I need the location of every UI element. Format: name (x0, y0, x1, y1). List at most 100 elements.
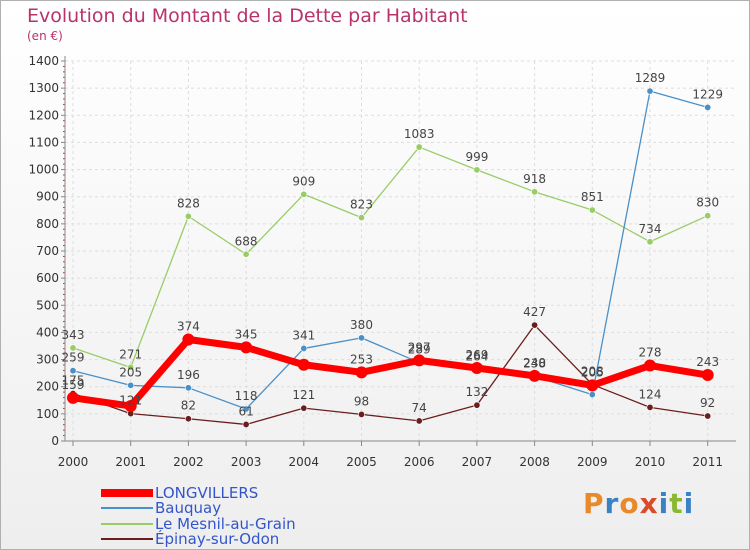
data-point (704, 103, 712, 111)
y-tick-label: 0 (51, 434, 59, 448)
data-label: 92 (700, 396, 715, 410)
chart-title: Evolution du Montant de la Dette par Hab… (27, 5, 468, 27)
legend-swatch (101, 538, 153, 540)
data-point (242, 405, 250, 413)
x-tick-label: 2001 (115, 455, 146, 469)
data-point (182, 333, 195, 346)
legend-swatch (101, 507, 153, 509)
data-label: 132 (465, 385, 488, 399)
data-label: 1229 (692, 87, 723, 101)
data-point (127, 363, 135, 371)
x-tick-label: 2010 (635, 455, 666, 469)
data-point (644, 359, 656, 372)
data-point (473, 166, 481, 174)
data-point (124, 399, 137, 412)
data-point (588, 391, 596, 399)
data-point (413, 354, 426, 367)
data-point (586, 379, 599, 392)
data-label: 259 (62, 351, 85, 365)
data-label: 918 (523, 172, 546, 186)
data-label: 909 (292, 174, 315, 188)
data-label: 271 (119, 347, 142, 361)
data-point (588, 206, 596, 214)
y-tick-label: 1300 (28, 81, 59, 95)
data-point (242, 420, 250, 428)
x-tick-label: 2004 (289, 455, 320, 469)
data-point (531, 321, 539, 329)
legend-label: LONGVILLERS (155, 484, 259, 502)
data-label: 208 (581, 365, 604, 379)
y-tick-label: 700 (36, 244, 59, 258)
y-tick-label: 1400 (28, 54, 59, 68)
data-label: 121 (119, 394, 142, 408)
data-point (470, 361, 483, 374)
data-label: 196 (177, 368, 200, 382)
data-point (184, 212, 192, 220)
y-tick-label: 300 (36, 353, 59, 367)
data-label: 1083 (404, 127, 435, 141)
data-label: 289 (408, 343, 431, 357)
data-point (300, 344, 308, 352)
x-tick-label: 2000 (58, 455, 89, 469)
data-label: 121 (292, 388, 315, 402)
proxiti-logo[interactable]: Proxiti (583, 487, 695, 520)
series-line-3 (72, 324, 708, 426)
data-label: 345 (235, 327, 258, 341)
data-label: 61 (238, 404, 253, 418)
series-line-1 (72, 90, 708, 410)
legend-label: Épinay-sur-Odon (155, 530, 280, 548)
data-label: 269 (465, 348, 488, 362)
data-label: 159 (62, 378, 85, 392)
data-label: 341 (292, 328, 315, 342)
data-point (357, 334, 365, 342)
data-point (415, 143, 423, 151)
data-point (69, 367, 77, 375)
data-point (300, 190, 308, 198)
data-label: 118 (235, 389, 258, 403)
x-tick-label: 2005 (346, 455, 377, 469)
data-label: 98 (354, 394, 369, 408)
y-tick-label: 1000 (28, 163, 59, 177)
data-label: 427 (523, 305, 546, 319)
data-point (67, 391, 79, 404)
data-label: 297 (408, 340, 431, 354)
series-line-2 (72, 146, 708, 369)
data-label: 205 (119, 365, 142, 379)
data-point (240, 341, 253, 354)
x-tick-label: 2003 (231, 455, 262, 469)
data-point (701, 369, 714, 382)
legend-label: Bauquay (155, 499, 222, 517)
data-label: 278 (639, 346, 662, 360)
legend-swatch (101, 523, 153, 525)
y-tick-label: 200 (36, 380, 59, 394)
data-point (531, 188, 539, 196)
data-point (646, 238, 654, 246)
data-label: 999 (465, 150, 488, 164)
data-label: 688 (235, 234, 258, 248)
y-tick-label: 100 (36, 407, 59, 421)
data-label: 82 (181, 399, 196, 413)
data-point (704, 412, 712, 420)
data-point (415, 417, 423, 425)
x-tick-label: 2006 (404, 455, 435, 469)
legend-label: Le Mesnil-au-Grain (155, 515, 296, 533)
x-tick-label: 2008 (519, 455, 550, 469)
data-point (184, 384, 192, 392)
legend-swatch (101, 489, 153, 497)
x-tick-label: 2011 (692, 455, 723, 469)
data-label: 240 (523, 356, 546, 370)
data-label: 851 (581, 190, 604, 204)
y-tick-label: 800 (36, 217, 59, 231)
y-tick-label: 1100 (28, 135, 59, 149)
data-label: 830 (696, 196, 719, 210)
data-point (69, 344, 77, 352)
data-label: 374 (177, 319, 200, 333)
y-tick-label: 1200 (28, 108, 59, 122)
data-point (704, 212, 712, 220)
data-point (646, 403, 654, 411)
x-tick-label: 2009 (577, 455, 608, 469)
data-label: 238 (523, 356, 546, 370)
y-tick-label: 500 (36, 298, 59, 312)
